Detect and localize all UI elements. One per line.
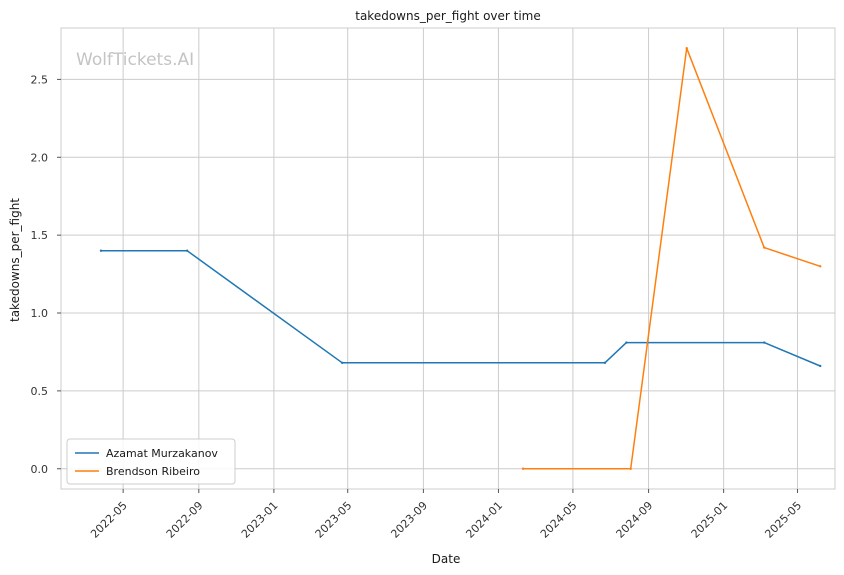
x-tick-label: 2023-01 (239, 499, 281, 541)
x-tick-label: 2024-09 (614, 499, 656, 541)
x-tick-label: 2024-05 (538, 499, 580, 541)
x-axis: 2022-05 2022-09 2023-01 2023-05 2023-09 2024-… (88, 489, 804, 541)
x-tick-label: 2023-09 (388, 499, 430, 541)
legend-box (66, 438, 236, 485)
data-point-azamat-murzakanov (185, 249, 189, 252)
legend: Azamat Murzakanov Brendson Ribeiro (66, 438, 236, 485)
series-layer (99, 47, 822, 470)
data-point-brendson-ribeiro (763, 246, 766, 249)
x-tick-label: 2022-05 (88, 499, 130, 541)
data-point-azamat-murzakanov (603, 361, 607, 365)
y-tick-label: 0.5 (31, 385, 49, 398)
x-tick-label: 2022-09 (164, 499, 206, 541)
x-tick-label: 2025-05 (762, 499, 804, 541)
x-tick-label: 2025-01 (689, 499, 731, 541)
x-tick-label: 2024-01 (463, 499, 505, 541)
data-point-azamat-murzakanov (625, 341, 628, 344)
watermark: WolfTickets.AI (76, 50, 194, 70)
legend-label-brendson-ribeiro: Brendson Ribeiro (106, 465, 200, 478)
chart-title: takedowns_per_fight over time (355, 9, 541, 23)
data-point-azamat-murzakanov (819, 364, 822, 368)
legend-label-azamat-murzakanov: Azamat Murzakanov (106, 447, 218, 460)
data-point-brendson-ribeiro (521, 467, 525, 470)
y-tick-label: 1.5 (31, 229, 49, 242)
data-point-brendson-ribeiro (819, 265, 822, 268)
y-tick-label: 0.0 (31, 463, 49, 476)
plot-area (60, 27, 836, 490)
data-point-azamat-murzakanov (763, 341, 766, 344)
y-axis: 0.0 0.5 1.0 1.5 2.0 2.5 (31, 73, 61, 476)
data-point-azamat-murzakanov (340, 361, 344, 365)
y-tick-label: 2.0 (31, 151, 49, 164)
data-point-brendson-ribeiro (629, 467, 632, 470)
x-tick-label: 2023-05 (313, 499, 355, 541)
data-point-azamat-murzakanov (99, 249, 103, 252)
y-tick-label: 2.5 (31, 73, 49, 86)
data-point-brendson-ribeiro (685, 47, 688, 50)
y-axis-label: takedowns_per_fight (8, 198, 22, 322)
y-tick-label: 1.0 (31, 307, 49, 320)
x-axis-label: Date (432, 552, 461, 566)
